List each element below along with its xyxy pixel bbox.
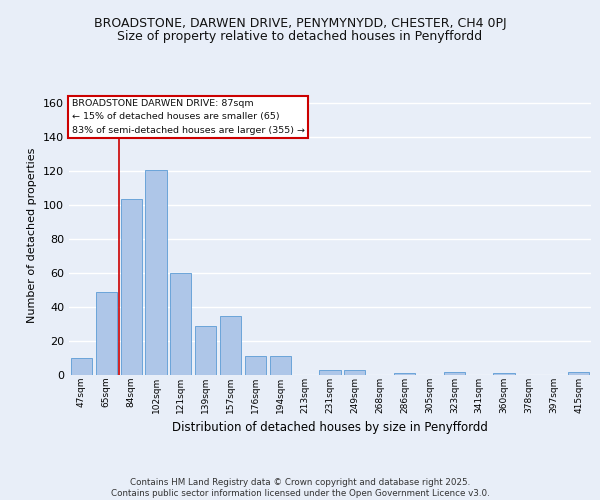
Text: Contains HM Land Registry data © Crown copyright and database right 2025.
Contai: Contains HM Land Registry data © Crown c…: [110, 478, 490, 498]
Bar: [170, 273, 191, 375]
Bar: [245, 356, 266, 375]
Bar: [568, 372, 589, 375]
Text: BROADSTONE, DARWEN DRIVE, PENYMYNYDD, CHESTER, CH4 0PJ: BROADSTONE, DARWEN DRIVE, PENYMYNYDD, CH…: [94, 18, 506, 30]
Bar: [319, 370, 341, 375]
Bar: [71, 358, 92, 375]
Text: BROADSTONE DARWEN DRIVE: 87sqm
← 15% of detached houses are smaller (65)
83% of : BROADSTONE DARWEN DRIVE: 87sqm ← 15% of …: [71, 99, 305, 134]
Bar: [195, 326, 216, 375]
Text: Size of property relative to detached houses in Penyffordd: Size of property relative to detached ho…: [118, 30, 482, 43]
Bar: [444, 372, 465, 375]
Bar: [493, 374, 515, 375]
Bar: [145, 170, 167, 375]
Bar: [96, 292, 117, 375]
Bar: [270, 356, 291, 375]
Y-axis label: Number of detached properties: Number of detached properties: [28, 148, 37, 322]
Bar: [344, 370, 365, 375]
Bar: [121, 198, 142, 375]
X-axis label: Distribution of detached houses by size in Penyffordd: Distribution of detached houses by size …: [172, 421, 488, 434]
Bar: [394, 374, 415, 375]
Bar: [220, 316, 241, 375]
